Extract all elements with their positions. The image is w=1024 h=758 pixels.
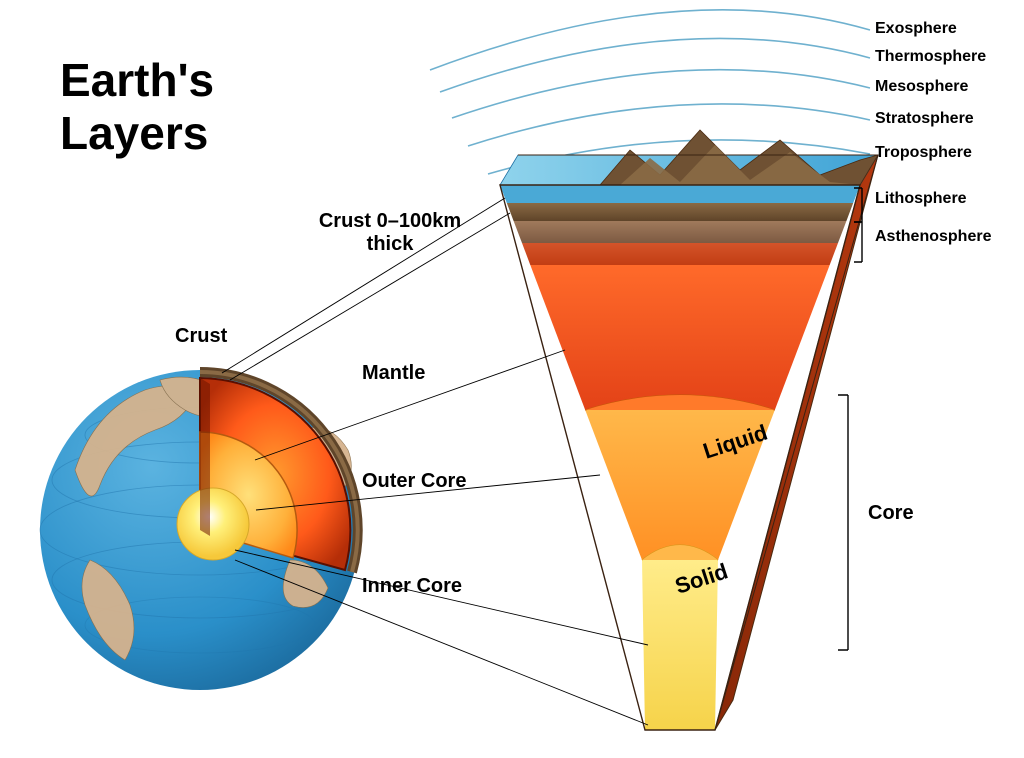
label-troposphere: Troposphere (875, 144, 972, 162)
globe (40, 370, 360, 690)
label-outer-core: Outer Core (362, 470, 466, 493)
label-mesosphere: Mesosphere (875, 78, 968, 96)
earth-layers-diagram: Earth's Layers (0, 0, 1024, 758)
label-crust: Crust (175, 325, 227, 348)
label-inner-core: Inner Core (362, 575, 462, 598)
atmosphere-arcs (430, 10, 870, 174)
wedge (500, 130, 878, 730)
label-crust-thick: Crust 0–100kmthick (300, 210, 480, 256)
label-stratosphere: Stratosphere (875, 110, 974, 128)
crust-thick-l1: Crust 0–100kmthick (319, 210, 461, 255)
label-asthenosphere: Asthenosphere (875, 228, 991, 246)
label-thermosphere: Thermosphere (875, 48, 986, 66)
diagram-svg (0, 0, 1024, 758)
label-core: Core (868, 502, 914, 525)
label-mantle: Mantle (362, 362, 425, 385)
label-exosphere: Exosphere (875, 20, 957, 38)
label-lithosphere: Lithosphere (875, 190, 967, 208)
